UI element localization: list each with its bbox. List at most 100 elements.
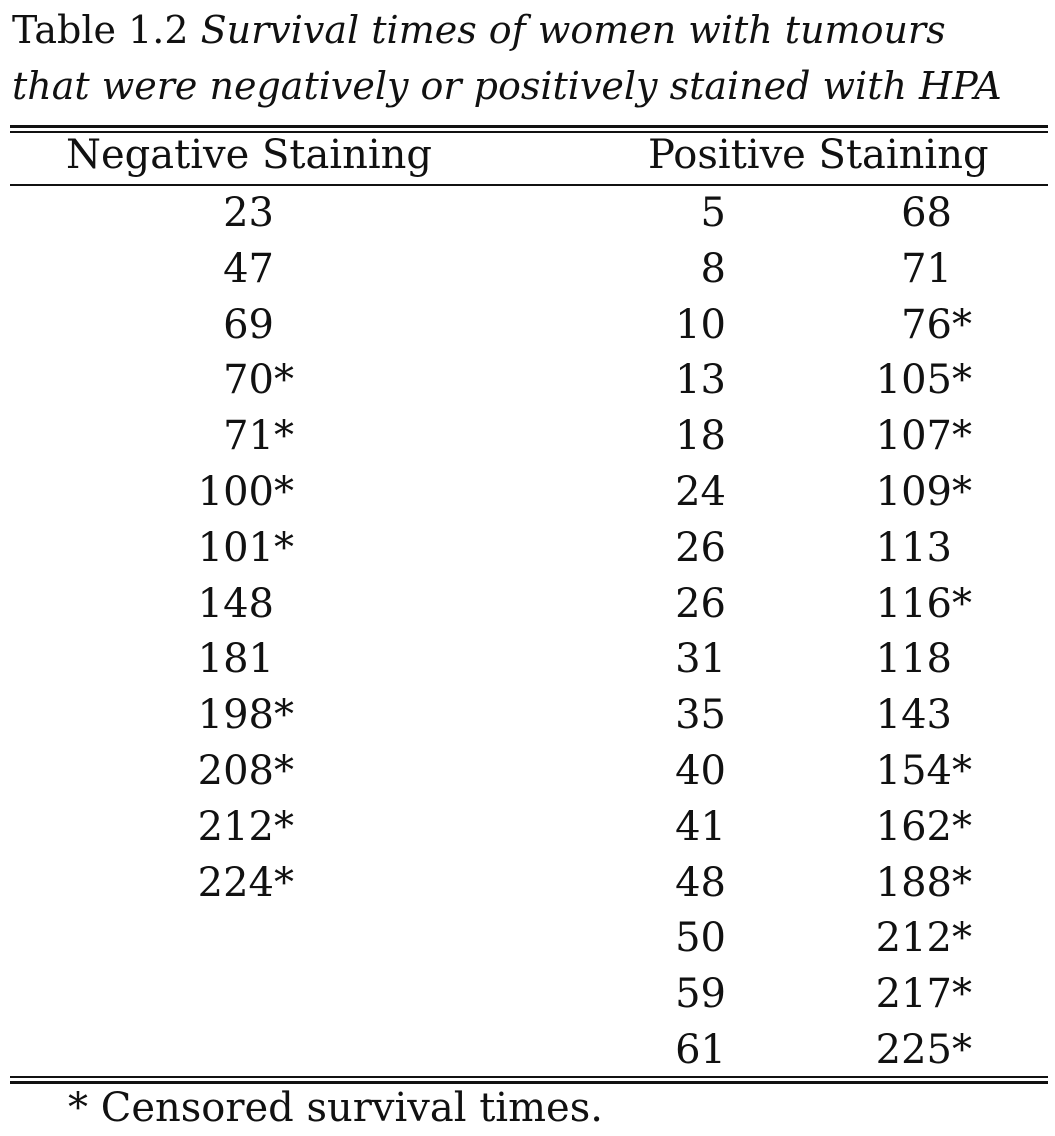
table-cell: 208* xyxy=(197,747,294,794)
table-cell: 224* xyxy=(197,859,294,906)
top-rule xyxy=(10,125,1048,128)
cell-value: 13 xyxy=(675,357,726,404)
cell-value: 40 xyxy=(675,747,726,794)
table-cell: 162* xyxy=(875,803,972,850)
table-cell: 76* xyxy=(901,301,972,348)
table-cell: 26 xyxy=(620,577,726,633)
cell-value: 26 xyxy=(675,524,726,571)
cell-value: 23 xyxy=(223,190,274,236)
table-cell: 217* xyxy=(875,971,972,1018)
table-cell: 154* xyxy=(875,747,972,794)
table-cell: 35 xyxy=(620,688,726,744)
table-cell: 18 xyxy=(620,409,726,465)
cell-value: 71 xyxy=(901,245,952,292)
header-rule xyxy=(10,184,1048,186)
bottom-rule xyxy=(10,1076,1048,1078)
negative-staining-column: 23 47 69 70* 71* 100* 101* 148 181 198* 208* 212* 22… xyxy=(150,186,294,911)
cell-value: 47 xyxy=(223,245,274,292)
table-cell: 109* xyxy=(875,468,972,515)
positive-staining-column-2: 68 71 76* 105* 107* 109* 113 116* 118 143 154* 162*… xyxy=(840,186,972,1079)
table-cell: 69 xyxy=(150,298,274,354)
cell-value: 5 xyxy=(700,190,726,236)
cell-value: 48 xyxy=(675,859,726,906)
table-cell: 100* xyxy=(197,468,294,515)
cell-value: 162 xyxy=(875,803,952,850)
caption-text-line2: that were negatively or positively stain… xyxy=(12,64,1002,108)
cell-value: 148 xyxy=(197,580,274,627)
cell-value: 181 xyxy=(197,636,274,683)
positive-staining-column-1: 5 8 10 13 18 24 26 26 31 35 40 41 48 50 59 61 xyxy=(620,186,726,1079)
cell-value: 69 xyxy=(223,301,274,348)
table-cell: 181 xyxy=(150,632,274,688)
cell-value: 59 xyxy=(675,971,726,1018)
table-cell: 68 xyxy=(840,186,952,242)
table-cell: 143 xyxy=(840,688,952,744)
cell-value: 76 xyxy=(901,301,952,348)
cell-value: 18 xyxy=(675,413,726,460)
table-cell: 116* xyxy=(875,580,972,627)
header-positive-staining: Positive Staining xyxy=(648,132,989,178)
table-cell: 13 xyxy=(620,353,726,409)
cell-value: 10 xyxy=(675,301,726,348)
table-cell: 26 xyxy=(620,521,726,577)
table-cell: 24 xyxy=(620,465,726,521)
table-cell: 23 xyxy=(150,186,274,242)
cell-value: 143 xyxy=(875,692,952,739)
cell-value: 107 xyxy=(875,413,952,460)
table-cell: 212* xyxy=(875,915,972,962)
cell-value: 208 xyxy=(197,747,274,794)
bottom-rule-outer xyxy=(10,1081,1048,1084)
cell-value: 41 xyxy=(675,803,726,850)
table-cell: 148 xyxy=(150,577,274,633)
table-cell: 47 xyxy=(150,242,274,298)
table-cell: 50 xyxy=(620,911,726,967)
table-cell: 10 xyxy=(620,298,726,354)
table-cell: 212* xyxy=(197,803,294,850)
cell-value: 26 xyxy=(675,580,726,627)
top-rule-inner xyxy=(10,131,1048,133)
table-cell: 5 xyxy=(620,186,726,242)
table-cell: 101* xyxy=(197,524,294,571)
cell-value: 100 xyxy=(197,468,274,515)
cell-value: 61 xyxy=(675,1026,726,1073)
table-cell: 71 xyxy=(840,242,952,298)
cell-value: 116 xyxy=(875,580,952,627)
table-cell: 118 xyxy=(840,632,952,688)
cell-value: 224 xyxy=(197,859,274,906)
table-cell: 188* xyxy=(875,859,972,906)
cell-value: 118 xyxy=(875,636,952,683)
table-cell: 70* xyxy=(223,357,294,404)
cell-value: 225 xyxy=(875,1026,952,1073)
cell-value: 198 xyxy=(197,692,274,739)
cell-value: 217 xyxy=(875,971,952,1018)
table-cell: 59 xyxy=(620,967,726,1023)
cell-value: 70 xyxy=(223,357,274,404)
table-cell: 31 xyxy=(620,632,726,688)
cell-value: 35 xyxy=(675,692,726,739)
cell-value: 71 xyxy=(223,413,274,460)
table-cell: 71* xyxy=(223,413,294,460)
cell-value: 105 xyxy=(875,357,952,404)
table-number: Table 1.2 xyxy=(12,8,189,52)
footnote: * Censored survival times. xyxy=(68,1085,603,1131)
table-cell: 48 xyxy=(620,856,726,912)
cell-value: 50 xyxy=(675,915,726,962)
table-cell: 61 xyxy=(620,1023,726,1079)
cell-value: 68 xyxy=(901,190,952,236)
cell-value: 188 xyxy=(875,859,952,906)
cell-value: 31 xyxy=(675,636,726,683)
cell-value: 212 xyxy=(197,803,274,850)
cell-value: 154 xyxy=(875,747,952,794)
cell-value: 101 xyxy=(197,524,274,571)
table-cell: 198* xyxy=(197,692,294,739)
header-negative-staining: Negative Staining xyxy=(66,132,433,178)
table-cell: 8 xyxy=(620,242,726,298)
table-cell: 41 xyxy=(620,800,726,856)
caption-text-line1: Survival times of women with tumours xyxy=(200,8,946,52)
cell-value: 8 xyxy=(700,245,726,292)
table-cell: 105* xyxy=(875,357,972,404)
table-cell: 113 xyxy=(840,521,952,577)
cell-value: 212 xyxy=(875,915,952,962)
table-cell: 40 xyxy=(620,744,726,800)
table-cell: 225* xyxy=(875,1026,972,1073)
